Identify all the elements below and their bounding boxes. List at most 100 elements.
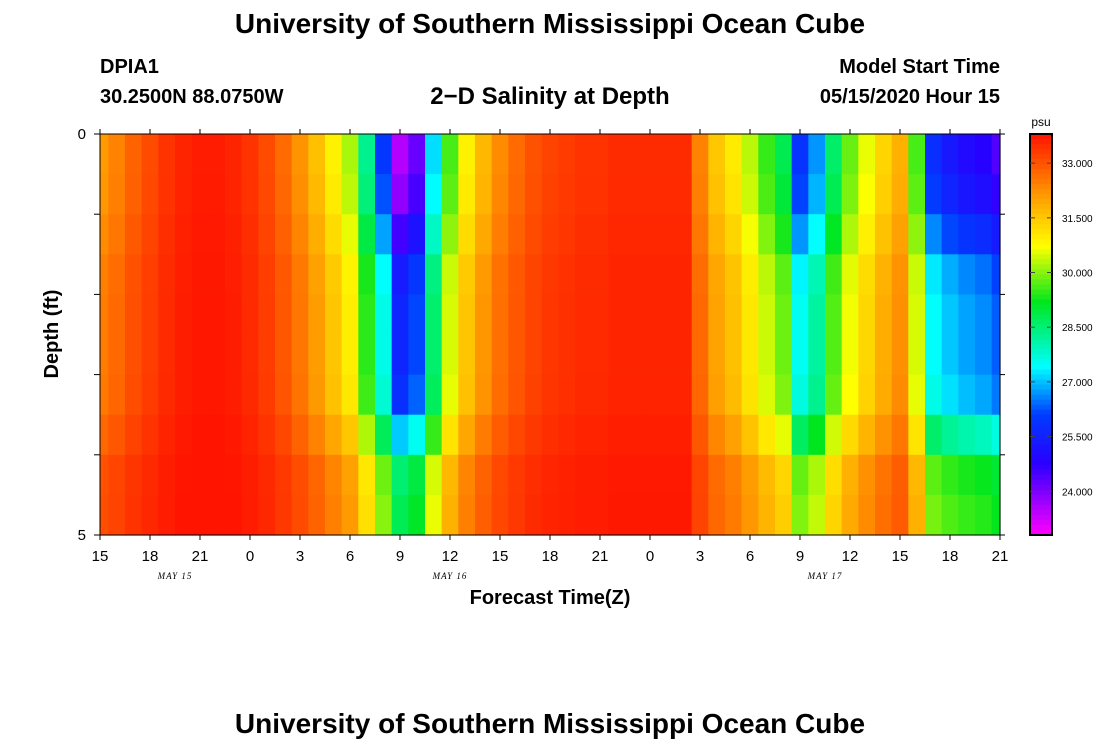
heatmap-cell — [108, 414, 126, 456]
heatmap-cell — [375, 414, 393, 456]
heatmap-cell — [258, 374, 276, 416]
heatmap-cell — [825, 414, 843, 456]
heatmap-cell — [108, 374, 126, 416]
heatmap-cell — [775, 374, 793, 416]
heatmap-cell — [708, 174, 726, 215]
heatmap-cell — [608, 254, 626, 295]
axis-ticks — [94, 129, 1005, 540]
heatmap-cell — [575, 494, 593, 536]
chart-title: 2−D Salinity at Depth — [430, 83, 670, 110]
heatmap-cell — [408, 414, 426, 456]
heatmap-cell — [441, 294, 459, 336]
heatmap-cell — [925, 294, 943, 336]
heatmap-cell — [558, 174, 576, 215]
heatmap-cell — [991, 254, 1001, 295]
heatmap-cell — [275, 294, 293, 336]
heatmap-cell — [325, 254, 343, 295]
heatmap-cell — [425, 494, 443, 536]
heatmap-cell — [591, 454, 609, 496]
heatmap-cell — [475, 374, 493, 416]
heatmap-cell — [691, 134, 709, 175]
heatmap-cell — [608, 214, 626, 255]
x-tick-label: 15 — [92, 548, 109, 565]
heatmap-cell — [541, 374, 559, 416]
colorbar-swatch — [1030, 444, 1052, 451]
heatmap-cell — [491, 494, 509, 536]
heatmap-cell — [408, 334, 426, 376]
heatmap-cell — [325, 134, 343, 175]
heatmap-cell — [725, 454, 743, 496]
colorbar-swatch — [1030, 529, 1052, 536]
heatmap-cell — [575, 334, 593, 376]
colorbar-swatch — [1030, 304, 1052, 311]
heatmap-cell — [441, 334, 459, 376]
heatmap-cell — [575, 254, 593, 295]
heatmap-cell — [208, 174, 226, 215]
model-start-value: 05/15/2020 Hour 15 — [819, 86, 1000, 108]
heatmap-cell — [358, 454, 376, 496]
heatmap-cell — [725, 414, 743, 456]
heatmap-cell — [958, 294, 976, 336]
colorbar-swatch — [1030, 204, 1052, 210]
heatmap-cell — [525, 374, 543, 416]
colorbar-swatch — [1030, 214, 1052, 220]
heatmap-cell — [691, 454, 709, 496]
heatmap-cell — [475, 334, 493, 376]
heatmap-cell — [125, 174, 143, 215]
x-tick-label: 21 — [592, 548, 609, 565]
heatmap-cell — [508, 334, 526, 376]
heatmap-cell — [808, 494, 826, 536]
heatmap-cell — [541, 334, 559, 376]
colorbar-swatch — [1030, 359, 1052, 366]
heatmap-cell — [458, 414, 476, 456]
heatmap-cell — [858, 494, 876, 536]
heatmap-cell — [141, 294, 159, 336]
heatmap-cell — [875, 374, 893, 416]
colorbar-swatch — [1030, 384, 1052, 391]
heatmap-cell — [991, 454, 1001, 496]
heatmap-cell — [625, 414, 643, 456]
heatmap-cell — [458, 294, 476, 336]
heatmap-cell — [308, 494, 326, 536]
heatmap-cell — [641, 494, 659, 536]
colorbar-swatch — [1030, 294, 1052, 301]
heatmap-cell — [775, 134, 793, 175]
heatmap-cell — [125, 134, 143, 175]
heatmap-cell — [825, 214, 843, 255]
heatmap-cell — [708, 414, 726, 456]
colorbar-tick-label: 24.000 — [1062, 487, 1093, 498]
heatmap-cell — [558, 294, 576, 336]
heatmap-cell — [391, 454, 409, 496]
heatmap-cell — [841, 374, 859, 416]
heatmap-cell — [425, 334, 443, 376]
heatmap-cell — [741, 134, 759, 175]
heatmap-cell — [825, 454, 843, 496]
heatmap-cell — [775, 414, 793, 456]
heatmap-cell — [975, 494, 993, 536]
heatmap-cell — [908, 454, 926, 496]
heatmap-cell — [108, 214, 126, 255]
heatmap-cell — [458, 174, 476, 215]
x-axis-label: Forecast Time(Z) — [470, 587, 631, 609]
heatmap-cell — [991, 494, 1001, 536]
heatmap-cell — [158, 214, 176, 255]
heatmap-cell — [108, 134, 126, 175]
colorbar-swatch — [1030, 429, 1052, 436]
heatmap-cell — [925, 134, 943, 175]
heatmap-cell — [458, 254, 476, 295]
heatmap-cell — [341, 254, 359, 295]
heatmap-cell — [275, 134, 293, 175]
heatmap-cell — [391, 374, 409, 416]
heatmap-cell — [158, 414, 176, 456]
heatmap-cell — [758, 494, 776, 536]
heatmap-cell — [741, 494, 759, 536]
colorbar-swatch — [1030, 264, 1052, 270]
x-tick-label: 6 — [346, 548, 354, 565]
heatmap-cell — [575, 454, 593, 496]
heatmap-cell — [991, 134, 1001, 175]
heatmap-cell — [658, 294, 676, 336]
heatmap-cell — [975, 134, 993, 175]
heatmap-cell — [441, 414, 459, 456]
heatmap-cell — [658, 334, 676, 376]
heatmap-cell — [875, 294, 893, 336]
